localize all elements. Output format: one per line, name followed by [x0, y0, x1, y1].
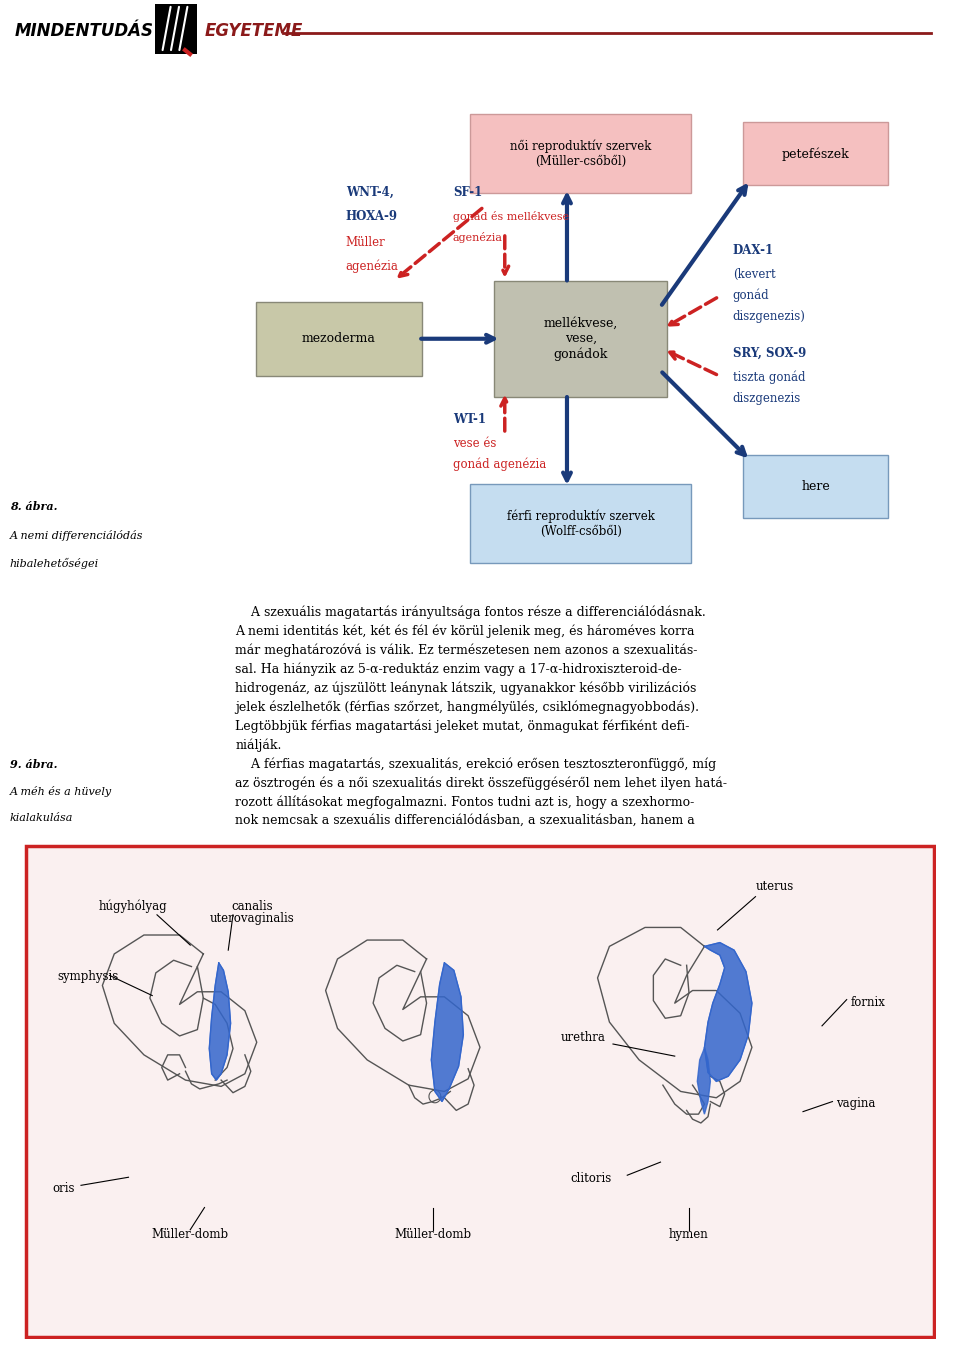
Text: symphysis: symphysis — [58, 970, 118, 984]
FancyBboxPatch shape — [26, 846, 934, 1337]
Text: A nemi differenciálódás: A nemi differenciálódás — [10, 530, 143, 541]
FancyBboxPatch shape — [743, 455, 888, 519]
Polygon shape — [209, 963, 230, 1080]
Text: Müller: Müller — [346, 236, 386, 249]
Text: DAX-1: DAX-1 — [732, 244, 774, 257]
FancyBboxPatch shape — [470, 484, 691, 564]
Text: fornix: fornix — [851, 996, 885, 1008]
Text: A méh és a hüvely: A méh és a hüvely — [10, 786, 111, 797]
Text: gonád agenézia: gonád agenézia — [453, 458, 546, 472]
Text: tiszta gonád: tiszta gonád — [732, 370, 805, 383]
Text: női reproduktív szervek
(Müller-csőből): női reproduktív szervek (Müller-csőből) — [510, 140, 652, 168]
Text: mezoderma: mezoderma — [302, 332, 375, 346]
Text: petefészek: petefészek — [782, 148, 850, 160]
Text: urethra: urethra — [561, 1031, 606, 1043]
Polygon shape — [705, 943, 752, 1081]
Text: agenézia: agenézia — [346, 260, 398, 274]
Text: kialakulása: kialakulása — [10, 813, 73, 822]
Text: uterus: uterus — [756, 879, 794, 893]
FancyBboxPatch shape — [155, 4, 197, 54]
Text: mellékvese,
vese,
gonádok: mellékvese, vese, gonádok — [543, 317, 618, 360]
Text: vese és: vese és — [453, 438, 496, 450]
Polygon shape — [431, 963, 464, 1102]
Text: EGYETEME: EGYETEME — [205, 22, 303, 41]
Text: vagina: vagina — [836, 1096, 876, 1110]
Text: (kevert: (kevert — [732, 268, 776, 280]
Text: hymen: hymen — [669, 1228, 708, 1241]
Text: HOXA-9: HOXA-9 — [346, 210, 397, 222]
Text: Müller-domb: Müller-domb — [152, 1228, 228, 1241]
FancyBboxPatch shape — [256, 302, 421, 375]
Polygon shape — [697, 1047, 710, 1114]
Text: Müller-domb: Müller-domb — [394, 1228, 471, 1241]
FancyBboxPatch shape — [470, 114, 691, 194]
Text: MINDENTUDÁS: MINDENTUDÁS — [15, 22, 154, 41]
Text: WT-1: WT-1 — [453, 413, 486, 427]
Text: diszgenezis): diszgenezis) — [732, 310, 805, 324]
Text: gonád: gonád — [732, 289, 770, 302]
Text: diszgenezis: diszgenezis — [732, 392, 801, 405]
FancyBboxPatch shape — [743, 122, 888, 186]
Text: húgyhólyag: húgyhólyag — [99, 900, 168, 913]
Text: hibalehetőségei: hibalehetőségei — [10, 558, 99, 569]
Text: 9. ábra.: 9. ábra. — [10, 759, 61, 770]
Text: uterovaginalis: uterovaginalis — [209, 912, 295, 925]
Text: clitoris: clitoris — [570, 1172, 612, 1186]
Text: agenézia: agenézia — [453, 232, 503, 243]
Text: SF-1: SF-1 — [453, 186, 482, 199]
Text: canalis: canalis — [231, 900, 273, 913]
Text: gonád és mellékvese: gonád és mellékvese — [453, 211, 569, 222]
Text: here: here — [802, 480, 830, 493]
Text: 8. ábra.: 8. ábra. — [10, 501, 61, 512]
Text: SRY, SOX-9: SRY, SOX-9 — [732, 347, 806, 360]
Text: oris: oris — [53, 1183, 75, 1195]
Text: férfi reproduktív szervek
(Wolff-csőből): férfi reproduktív szervek (Wolff-csőből) — [507, 509, 655, 538]
Text: A szexuális magatartás irányultsága fontos része a differenciálódásnak.
A nemi i: A szexuális magatartás irányultsága font… — [235, 606, 728, 827]
FancyBboxPatch shape — [494, 280, 667, 397]
Text: WNT-4,: WNT-4, — [346, 186, 394, 199]
